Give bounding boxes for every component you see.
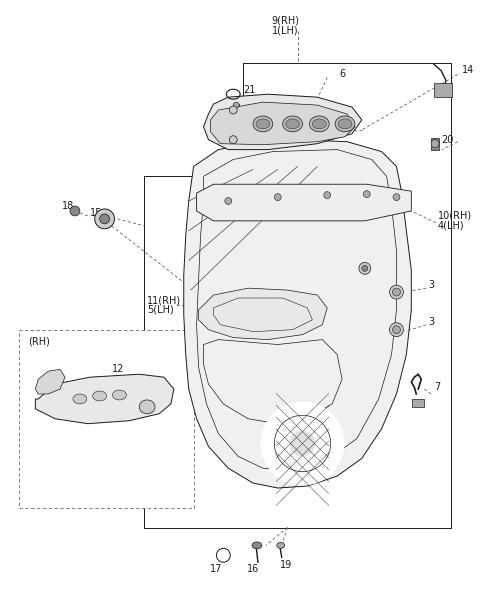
Circle shape	[324, 192, 331, 198]
Ellipse shape	[310, 116, 329, 132]
Circle shape	[100, 214, 109, 224]
Circle shape	[95, 209, 115, 229]
Circle shape	[233, 102, 239, 108]
Text: 20: 20	[243, 99, 255, 109]
Bar	[431, 138, 439, 150]
Text: (RH): (RH)	[28, 337, 50, 347]
Circle shape	[70, 206, 80, 216]
Text: 15: 15	[90, 208, 102, 218]
Ellipse shape	[253, 116, 273, 132]
Circle shape	[359, 263, 371, 274]
Polygon shape	[36, 374, 174, 424]
Text: 16: 16	[247, 564, 259, 574]
Ellipse shape	[139, 400, 155, 414]
Ellipse shape	[112, 390, 126, 400]
Polygon shape	[199, 288, 327, 340]
Text: 14: 14	[462, 66, 474, 76]
Ellipse shape	[252, 542, 262, 549]
Circle shape	[431, 139, 439, 148]
Bar	[19, 330, 193, 508]
Circle shape	[393, 288, 400, 296]
Text: 17: 17	[210, 564, 223, 574]
Bar	[434, 84, 452, 97]
Text: 20: 20	[441, 135, 454, 145]
Circle shape	[393, 326, 400, 334]
Ellipse shape	[73, 394, 87, 404]
Ellipse shape	[256, 119, 270, 129]
Text: 18: 18	[62, 201, 74, 211]
Ellipse shape	[283, 116, 302, 132]
Polygon shape	[210, 102, 355, 145]
Text: 12: 12	[111, 364, 124, 374]
Polygon shape	[184, 139, 411, 488]
Polygon shape	[197, 185, 411, 221]
Ellipse shape	[277, 543, 285, 548]
Circle shape	[363, 191, 370, 198]
Polygon shape	[204, 94, 362, 150]
Bar	[412, 399, 424, 407]
Text: 3: 3	[428, 280, 434, 290]
Circle shape	[229, 136, 237, 144]
Circle shape	[362, 266, 368, 271]
Circle shape	[390, 323, 403, 337]
Text: 10(RH): 10(RH)	[438, 211, 472, 221]
Text: 4(LH): 4(LH)	[438, 221, 465, 231]
Circle shape	[390, 285, 403, 299]
Text: 7: 7	[434, 382, 440, 392]
Circle shape	[229, 106, 237, 114]
Circle shape	[274, 194, 281, 201]
Text: 3: 3	[428, 317, 434, 327]
Text: 2: 2	[382, 251, 388, 260]
Text: 9(RH): 9(RH)	[272, 16, 300, 26]
Ellipse shape	[338, 119, 352, 129]
Text: 19: 19	[280, 560, 292, 570]
Text: 21: 21	[243, 85, 255, 95]
Ellipse shape	[93, 391, 107, 401]
Text: 11(RH): 11(RH)	[147, 295, 181, 305]
Ellipse shape	[312, 119, 326, 129]
Ellipse shape	[335, 116, 355, 132]
Text: 5(LH): 5(LH)	[147, 305, 174, 315]
Polygon shape	[36, 369, 65, 394]
Text: 6: 6	[339, 69, 345, 79]
Ellipse shape	[286, 119, 300, 129]
Text: 1(LH): 1(LH)	[272, 26, 299, 36]
Circle shape	[393, 194, 400, 201]
Bar	[233, 104, 239, 112]
Circle shape	[265, 406, 340, 481]
Circle shape	[225, 198, 232, 204]
